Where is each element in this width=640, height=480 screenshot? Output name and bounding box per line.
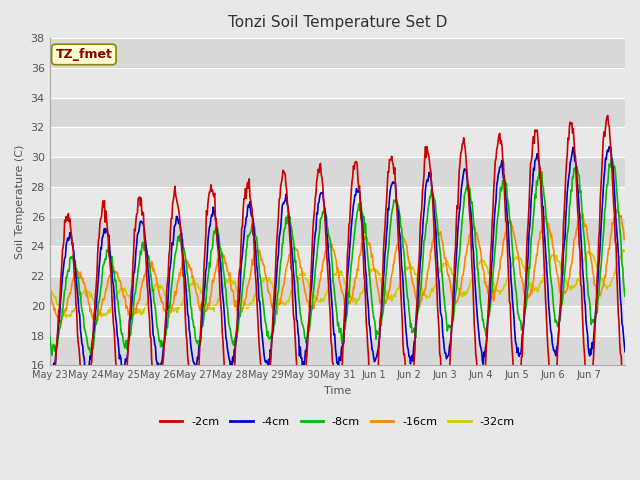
Bar <box>50 336 625 365</box>
Bar <box>50 216 625 246</box>
Bar <box>50 97 625 127</box>
Bar <box>50 306 625 336</box>
Text: TZ_fmet: TZ_fmet <box>56 48 112 61</box>
Legend: -2cm, -4cm, -8cm, -16cm, -32cm: -2cm, -4cm, -8cm, -16cm, -32cm <box>156 413 519 432</box>
Title: Tonzi Soil Temperature Set D: Tonzi Soil Temperature Set D <box>228 15 447 30</box>
Bar <box>50 127 625 157</box>
Bar <box>50 157 625 187</box>
Bar <box>50 68 625 97</box>
Bar <box>50 246 625 276</box>
Bar <box>50 187 625 216</box>
Bar <box>50 276 625 306</box>
Bar <box>50 38 625 68</box>
Y-axis label: Soil Temperature (C): Soil Temperature (C) <box>15 144 25 259</box>
X-axis label: Time: Time <box>324 385 351 396</box>
